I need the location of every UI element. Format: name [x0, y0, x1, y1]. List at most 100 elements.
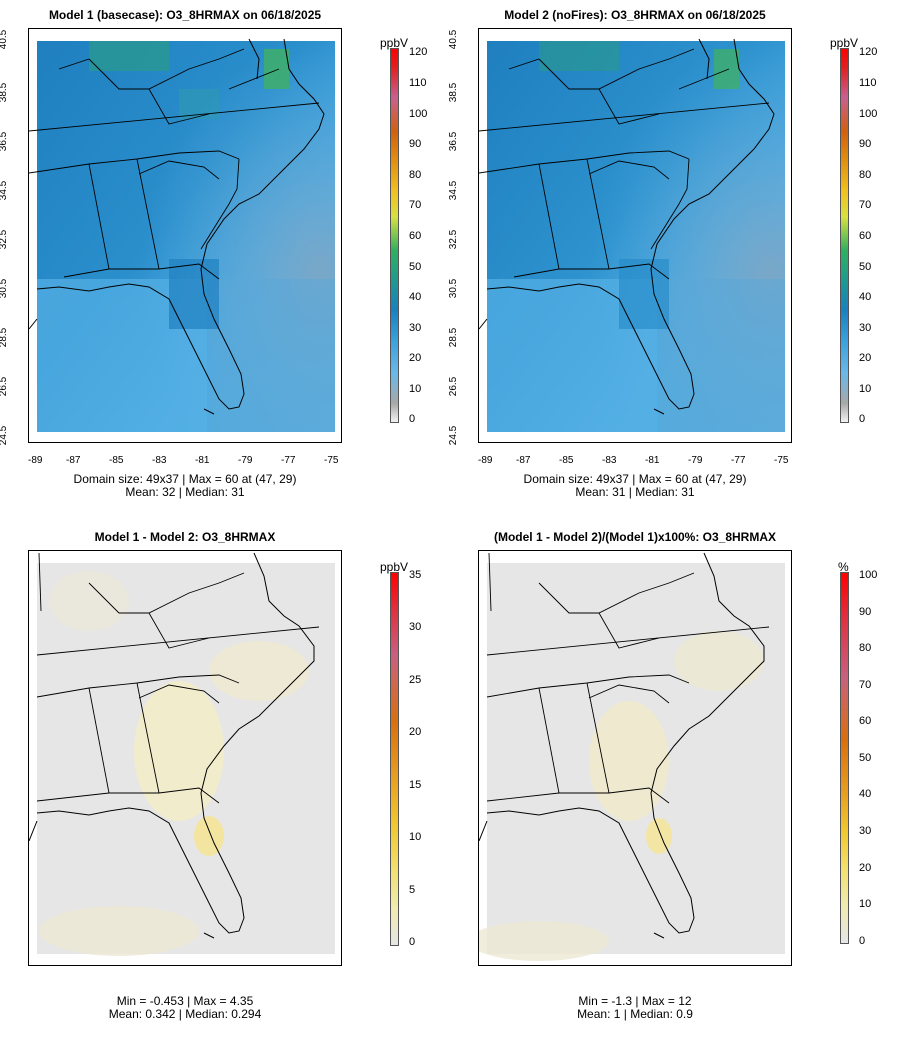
y-tick: 36.5 [448, 131, 460, 152]
colorbar-label: 0 [859, 413, 866, 425]
colorbar-label: 80 [859, 642, 872, 654]
colorbar-label: 30 [409, 621, 422, 633]
colorbar-label: 10 [409, 831, 422, 843]
coastline [29, 38, 325, 415]
x-tick: -87 [66, 455, 81, 466]
map-canvas [479, 552, 785, 961]
colorbar-label: 80 [859, 169, 872, 181]
colorbar-label: 110 [409, 77, 427, 89]
y-tick: 34.5 [448, 180, 460, 201]
stats-line1: Min = -0.453 | Max = 4.35 [116, 994, 254, 1008]
x-tick: -87 [516, 455, 531, 466]
colorbar-label: 60 [859, 715, 872, 727]
map-canvas [479, 38, 785, 432]
x-tick: -83 [152, 455, 167, 466]
colorbar-label: 30 [409, 322, 422, 334]
panel-title: (Model 1 - Model 2)/(Model 1)x100%: O3_8… [493, 530, 777, 544]
colorbar-label: 40 [859, 291, 872, 303]
colorbar-unit: % [838, 560, 849, 574]
x-tick: -79 [688, 455, 703, 466]
y-tick: 40.5 [448, 29, 460, 50]
state-boundaries [479, 48, 770, 280]
colorbar-label: 5 [409, 884, 416, 896]
colorbar-label: 10 [409, 383, 422, 395]
y-tick: 32.5 [0, 229, 10, 250]
stats-line1: Min = -1.3 | Max = 12 [578, 994, 692, 1008]
map-frame [28, 28, 342, 443]
y-tick: 24.5 [448, 425, 460, 446]
colorbar [840, 48, 849, 423]
stats-line1: Domain size: 49x37 | Max = 60 at (47, 29… [73, 472, 297, 486]
colorbar-label: 35 [409, 569, 422, 581]
y-tick: 30.5 [0, 278, 10, 299]
colorbar-label: 20 [859, 862, 872, 874]
colorbar-label: 40 [859, 788, 872, 800]
state-boundaries [36, 552, 320, 804]
colorbar-label: 90 [859, 606, 872, 618]
colorbar-label: 0 [409, 936, 416, 948]
stats-line1: Domain size: 49x37 | Max = 60 at (47, 29… [523, 472, 747, 486]
colorbar-label: 100 [859, 108, 878, 120]
colorbar-label: 60 [409, 230, 422, 242]
colorbar-label: 0 [409, 413, 416, 425]
colorbar-label: 20 [409, 352, 422, 364]
colorbar-label: 10 [859, 383, 872, 395]
colorbar [390, 572, 399, 946]
stats-line2: Mean: 32 | Median: 31 [125, 485, 245, 499]
colorbar-label: 30 [859, 825, 872, 837]
state-boundaries [29, 48, 320, 280]
map-canvas [29, 552, 335, 956]
colorbar-label: 20 [859, 352, 872, 364]
y-tick: 32.5 [448, 229, 460, 250]
colorbar-label: 100 [409, 108, 428, 120]
x-tick: -79 [238, 455, 253, 466]
colorbar-unit: ppbV [380, 560, 409, 574]
colorbar-label: 120 [859, 46, 878, 58]
x-tick: -75 [324, 455, 339, 466]
state-boundaries [486, 552, 770, 804]
x-tick: -81 [195, 455, 210, 466]
colorbar-label: 50 [859, 261, 872, 273]
x-tick: -89 [478, 455, 493, 466]
colorbar-label: 40 [409, 291, 422, 303]
colorbar-unit: ppbV [380, 36, 409, 50]
colorbar-label: 10 [859, 898, 872, 910]
y-tick: 26.5 [448, 376, 460, 397]
colorbar-label: 60 [859, 230, 872, 242]
x-tick: -77 [281, 455, 296, 466]
colorbar-label: 100 [859, 569, 878, 581]
coastline [29, 552, 315, 939]
y-tick: 38.5 [0, 82, 10, 103]
map-frame [478, 28, 792, 443]
panel-title: Model 2 (noFires): O3_8HRMAX on 06/18/20… [504, 8, 766, 22]
colorbar-label: 110 [859, 77, 877, 89]
y-tick: 38.5 [448, 82, 460, 103]
colorbar-label: 90 [859, 138, 872, 150]
colorbar-label: 20 [409, 726, 422, 738]
colorbar [390, 48, 399, 423]
stats-line2: Mean: 1 | Median: 0.9 [577, 1007, 693, 1021]
y-tick: 28.5 [448, 327, 460, 348]
colorbar-label: 25 [409, 674, 422, 686]
map-frame [28, 550, 342, 966]
x-tick: -75 [774, 455, 789, 466]
y-tick: 26.5 [0, 376, 10, 397]
coastline [479, 552, 765, 939]
y-tick: 30.5 [448, 278, 460, 299]
colorbar [840, 572, 849, 944]
colorbar-label: 70 [859, 679, 872, 691]
y-tick: 24.5 [0, 425, 10, 446]
y-tick: 28.5 [0, 327, 10, 348]
colorbar-label: 15 [409, 779, 422, 791]
y-tick: 40.5 [0, 29, 10, 50]
x-tick: -85 [109, 455, 124, 466]
colorbar-label: 70 [409, 199, 422, 211]
colorbar-label: 0 [859, 935, 866, 947]
colorbar-label: 80 [409, 169, 422, 181]
colorbar-unit: ppbV [830, 36, 859, 50]
x-tick: -81 [645, 455, 660, 466]
stats-line2: Mean: 0.342 | Median: 0.294 [108, 1007, 262, 1021]
x-tick: -89 [28, 455, 43, 466]
panel-title: Model 1 - Model 2: O3_8HRMAX [94, 530, 276, 544]
stats-line2: Mean: 31 | Median: 31 [575, 485, 695, 499]
